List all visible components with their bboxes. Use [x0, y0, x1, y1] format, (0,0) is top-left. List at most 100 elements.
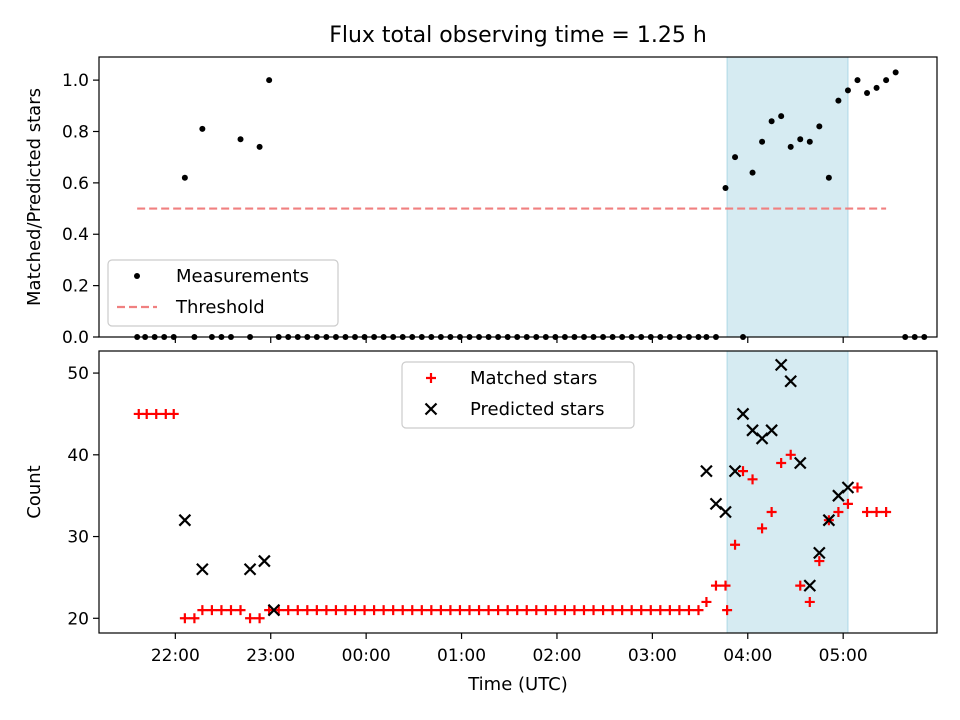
matched-star-point — [435, 605, 446, 616]
axes-frame — [98, 56, 938, 338]
matched-star-point — [804, 596, 815, 607]
predicted-star-point — [813, 546, 826, 560]
matched-star-point — [254, 613, 265, 624]
matched-star-point — [330, 605, 341, 616]
measurement-point — [864, 89, 871, 96]
y-tick-label: 20 — [67, 609, 89, 629]
predicted-star-point — [841, 481, 855, 494]
y-axis-label: Matched/Predicted stars — [24, 88, 45, 306]
matched-star-point — [311, 605, 322, 616]
measurement-point — [854, 77, 861, 84]
bottom-panel: 20 30 40 50 22:00 23:00 00:00 01:00 02:00 03:00 04… — [24, 350, 938, 695]
legend-label: Matched stars — [470, 368, 597, 389]
predicted-star-point — [765, 424, 778, 437]
highlight-span — [726, 350, 849, 634]
measurement-point — [722, 185, 729, 192]
legend-marker-dot — [134, 273, 140, 279]
x-axis-label: Time (UTC) — [467, 674, 568, 695]
figure-title: Flux total observing time = 1.25 h — [329, 23, 707, 48]
y-tick-label: 50 — [67, 364, 89, 384]
matched-star-point — [617, 605, 628, 616]
matched-star-point — [512, 605, 523, 616]
matched-star-point — [179, 613, 190, 624]
matched-star-point — [283, 605, 294, 616]
matched-star-point — [598, 605, 609, 616]
matched-star-point — [225, 605, 236, 616]
legend: Measurements Threshold — [107, 259, 339, 327]
matched-star-point — [493, 605, 504, 616]
predicted-star-point — [178, 513, 192, 527]
matched-star-point — [862, 507, 873, 518]
matched-star-point — [607, 605, 618, 616]
predicted-star-point — [700, 464, 713, 478]
matched-star-point — [833, 507, 844, 518]
matched-star-point — [340, 605, 351, 616]
matched-star-point — [710, 580, 721, 591]
measurement-point — [825, 174, 832, 181]
matched-star-point — [674, 605, 685, 616]
x-tick-label: 22:00 — [151, 646, 200, 666]
matched-star-point — [664, 605, 675, 616]
matched-star-point — [168, 408, 179, 419]
matched-star-point — [722, 605, 733, 616]
x-tick-label: 00:00 — [342, 646, 391, 666]
legend-marker-x — [424, 402, 438, 416]
predicted-star-point — [784, 374, 797, 388]
measurement-point — [873, 84, 880, 91]
matched-star-point — [521, 605, 532, 616]
matched-star-point — [531, 605, 542, 616]
matched-star-point — [578, 605, 589, 616]
y-tick-label: 0.4 — [62, 225, 89, 245]
matched-star-point — [559, 605, 570, 616]
legend-marker-plus — [426, 373, 436, 383]
predicted-star-point — [803, 579, 817, 592]
matched-star-point — [636, 605, 647, 616]
matched-star-point — [454, 605, 465, 616]
matched-star-point — [245, 613, 256, 624]
predicted-star-point — [728, 464, 742, 478]
measurement-point — [181, 174, 188, 181]
matched-star-point — [388, 605, 399, 616]
matched-star-point — [378, 605, 389, 616]
matched-star-point — [550, 605, 561, 616]
matched-star-point — [141, 408, 152, 419]
matched-star-point — [645, 605, 656, 616]
measurement-point — [806, 138, 813, 145]
y-tick-label: 0.0 — [62, 328, 89, 348]
matched-star-point — [151, 408, 162, 419]
matched-star-point — [407, 605, 418, 616]
x-tick-label: 02:00 — [532, 646, 581, 666]
measurement-point — [749, 169, 756, 176]
measurement-point — [787, 143, 794, 150]
measurement-point — [816, 123, 823, 130]
matched-star-point — [795, 580, 806, 591]
predicted-star-point — [793, 456, 807, 470]
matched-star-point — [730, 539, 741, 550]
matched-star-point — [302, 605, 313, 616]
matched-star-point — [206, 605, 217, 616]
matched-star-point — [483, 605, 494, 616]
y-tick-label: 30 — [67, 528, 89, 548]
x-tick-label: 04:00 — [723, 646, 772, 666]
y-tick-label: 40 — [67, 446, 89, 466]
predicted-star-point — [822, 513, 836, 527]
predicted-star-point — [736, 407, 750, 421]
matched-star-point — [350, 605, 361, 616]
matched-star-point — [474, 605, 485, 616]
predicted-star-point — [196, 562, 209, 576]
matched-star-point — [321, 605, 332, 616]
legend-label: Threshold — [175, 297, 265, 318]
matched-star-point — [701, 596, 712, 607]
matched-star-point — [738, 466, 749, 477]
matched-star-point — [747, 474, 758, 485]
legend: Matched stars Predicted stars — [401, 361, 635, 429]
y-axis-label: Count — [24, 465, 45, 518]
highlight-span — [726, 56, 849, 338]
matched-star-point — [785, 449, 796, 460]
matched-star-point — [189, 613, 200, 624]
matched-star-point — [776, 457, 787, 468]
matched-star-point — [426, 605, 437, 616]
axes-frame — [98, 350, 938, 634]
measurement-point — [778, 113, 785, 120]
matched-star-point — [852, 482, 863, 493]
